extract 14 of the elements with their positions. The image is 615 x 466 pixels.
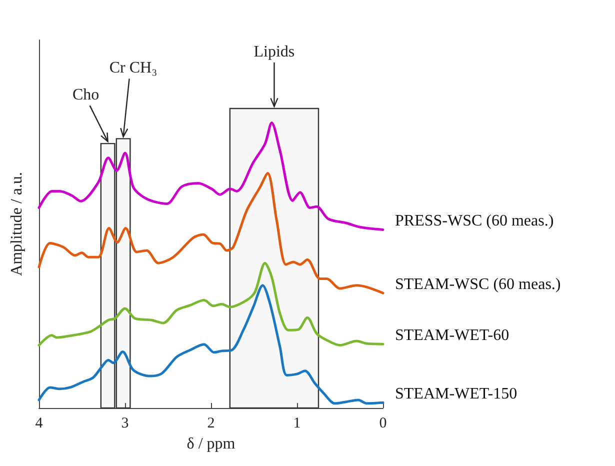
series-label: PRESS-WSC (60 meas.) bbox=[395, 212, 554, 230]
x-tick-label: 0 bbox=[379, 416, 387, 432]
series-label: STEAM-WSC (60 meas.) bbox=[395, 276, 561, 294]
series-label: STEAM-WET-150 bbox=[395, 386, 518, 403]
x-tick-label: 3 bbox=[121, 416, 129, 432]
band-label: Lipids bbox=[254, 43, 295, 60]
y-axis-title: Amplitude / a.u. bbox=[8, 172, 26, 276]
band-label: Cr CH₃ bbox=[109, 60, 158, 77]
x-tick-label: 1 bbox=[293, 416, 301, 432]
band-label: Cho bbox=[72, 86, 100, 104]
x-axis-title: δ / ppm bbox=[186, 436, 236, 452]
series-label: STEAM-WET-60 bbox=[395, 327, 510, 344]
x-tick-label: 2 bbox=[207, 416, 215, 432]
x-tick-label: 4 bbox=[35, 416, 44, 432]
